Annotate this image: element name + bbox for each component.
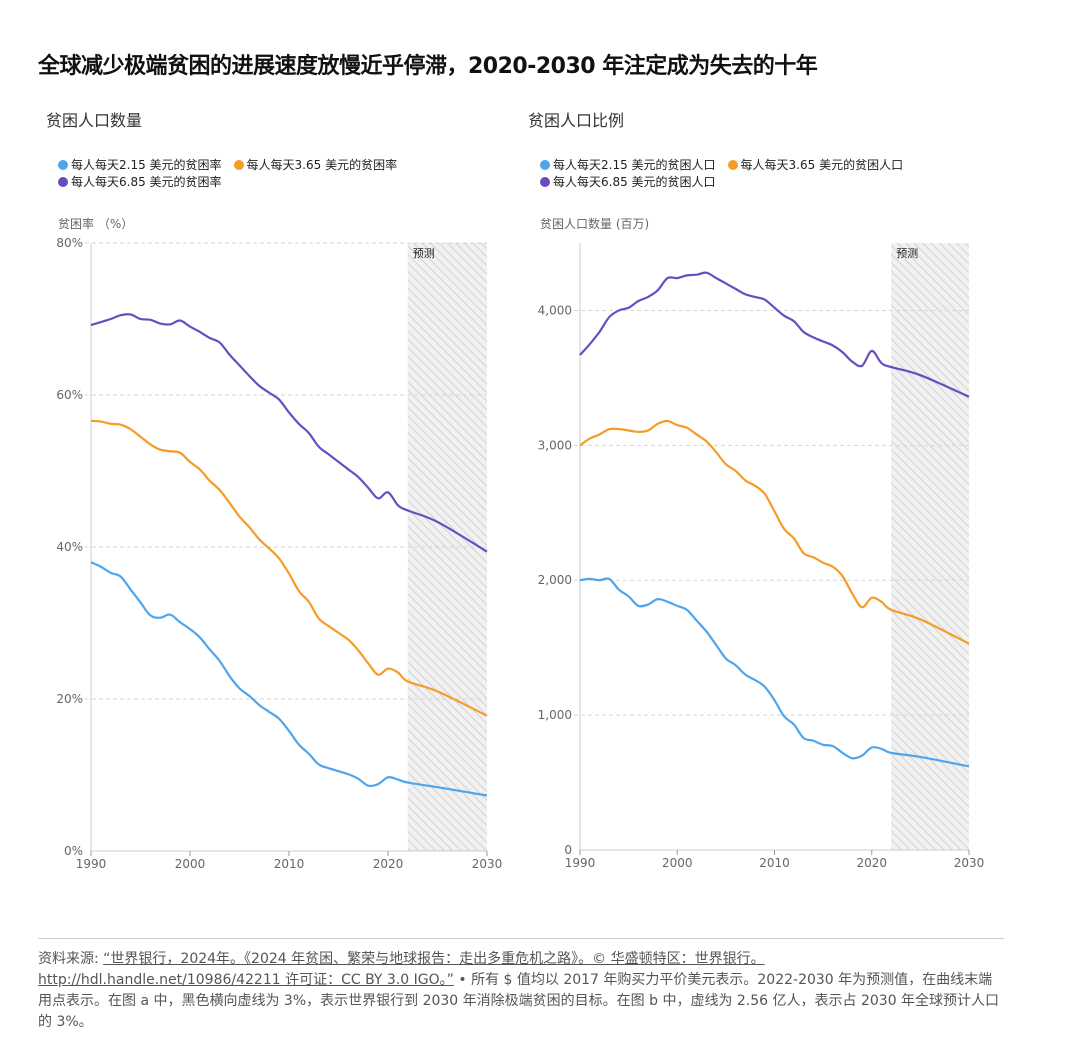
chart-a-subtitle: 贫困人口数量 <box>46 111 143 130</box>
legend-item: 每人每天3.65 美元的贫困人口 <box>727 157 904 174</box>
legend-item: 每人每天2.15 美元的贫困人口 <box>540 157 716 174</box>
legend-dot-icon <box>540 160 550 170</box>
source-link[interactable]: “世界银行，2024年。《2024 年贫困、繁荣与地球报告：走出多重危机之路》。… <box>38 951 765 988</box>
legend-item: 每人每天6.85 美元的贫困人口 <box>540 174 716 191</box>
chart-b-y-tick-label: 2,000 <box>538 573 572 587</box>
legend-label: 每人每天6.85 美元的贫困人口 <box>553 175 716 189</box>
chart-b-y-tick-label: 4,000 <box>538 303 572 317</box>
chart-a-x-tick-label: 2000 <box>175 857 206 871</box>
legend-dot-icon <box>727 160 738 170</box>
chart-a-x-tick-label: 1990 <box>76 857 107 871</box>
chart-b-x-tick-label: 2010 <box>759 856 790 870</box>
legend-label: 每人每天3.65 美元的贫困人口 <box>740 158 904 172</box>
chart-b-x-tick-label: 2030 <box>954 856 985 870</box>
legend-dot-icon <box>233 160 244 170</box>
footer-note-text: • 所有 $ 值均以 2017 年购买力平价美元表示。2022-2030 年为预… <box>38 972 1000 1030</box>
chart-a-y-tick-label: 0% <box>64 844 83 858</box>
chart-b-y-axis-label: 贫困人口数量 (百万) <box>540 217 650 231</box>
chart-a-series-line-3 <box>90 313 488 553</box>
footer-note: 资料来源: “世界银行，2024年。《2024 年贫困、繁荣与地球报告：走出多重… <box>38 938 1004 1033</box>
chart-a-y-axis-label: 贫困率 （%） <box>58 217 134 231</box>
chart-a-series-line-1 <box>90 561 488 797</box>
chart-a-y-tick-label: 40% <box>56 540 83 554</box>
chart-b-x-tick-label: 1990 <box>565 856 596 870</box>
chart-b-series-line-3 <box>579 271 970 398</box>
legend-item: 每人每天2.15 美元的贫困率 <box>58 157 222 174</box>
chart-a-y-tick-label: 20% <box>56 692 83 706</box>
chart-b-subtitle: 贫困人口比例 <box>528 111 625 130</box>
chart-b-y-tick-label: 3,000 <box>538 438 572 452</box>
legend-dot-icon <box>58 160 68 170</box>
chart-b-series-line-1 <box>579 577 970 768</box>
chart-b-legend: 每人每天2.15 美元的贫困人口 每人每天3.65 美元的贫困人口每人每天6.85… <box>540 157 960 191</box>
chart-a-series-line-2 <box>90 419 488 717</box>
legend-label: 每人每天3.65 美元的贫困率 <box>246 158 398 172</box>
chart-a-x-tick-label: 2020 <box>373 857 404 871</box>
legend-label: 每人每天6.85 美元的贫困率 <box>71 175 222 189</box>
chart-a-forecast-label: 预测 <box>413 247 435 260</box>
chart-a-y-tick-label: 60% <box>56 388 83 402</box>
chart-a-legend: 每人每天2.15 美元的贫困率 每人每天3.65 美元的贫困率每人每天6.85 美… <box>58 157 478 191</box>
chart-b-forecast-region <box>891 243 969 850</box>
chart-b-series-line-2 <box>579 419 970 645</box>
legend-dot-icon <box>540 177 550 187</box>
legend-label: 每人每天2.15 美元的贫困人口 <box>553 158 716 172</box>
page-title: 全球减少极端贫困的进展速度放慢近乎停滞，2020-2030 年注定成为失去的十年 <box>38 54 818 79</box>
chart-a-forecast-region <box>407 243 487 851</box>
chart-b-y-tick-label: 1,000 <box>538 708 572 722</box>
legend-dot-icon <box>58 177 68 187</box>
chart-b-y-tick-label: 0 <box>564 843 572 857</box>
legend-item: 每人每天3.65 美元的贫困率 <box>233 157 398 174</box>
chart-a-y-tick-label: 80% <box>56 236 83 250</box>
legend-label: 每人每天2.15 美元的贫困率 <box>71 158 222 172</box>
source-prefix: 资料来源: <box>38 951 104 967</box>
legend-item: 每人每天6.85 美元的贫困率 <box>58 174 222 191</box>
chart-a-x-tick-label: 2010 <box>274 857 305 871</box>
chart-a-x-tick-label: 2030 <box>472 857 503 871</box>
chart-b-x-tick-label: 2000 <box>662 856 693 870</box>
chart-b-forecast-label: 预测 <box>896 247 918 260</box>
chart-b-x-tick-label: 2020 <box>856 856 887 870</box>
